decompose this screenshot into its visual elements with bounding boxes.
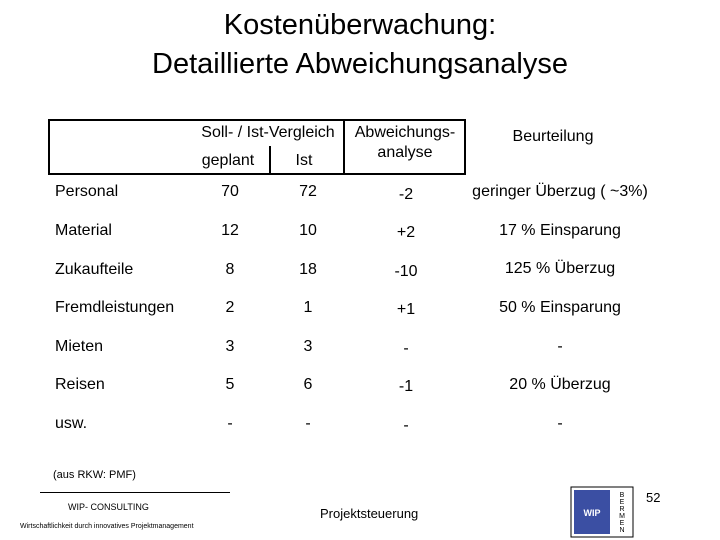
- logo-letter: E: [620, 520, 625, 527]
- wip-bremen-logo: WIP B E R M E N: [570, 486, 634, 538]
- row-geplant: 2: [225, 299, 235, 316]
- header-left-rule: [48, 119, 50, 175]
- footer-title: Projektsteuerung: [320, 506, 419, 521]
- row-ist: -: [305, 415, 311, 432]
- header-beurteilung: Beurteilung: [512, 128, 594, 145]
- header-abweichung-line-2: analyse: [377, 144, 433, 161]
- logo-letter: E: [620, 499, 625, 506]
- row-beurteilung: 20 % Überzug: [509, 376, 611, 393]
- row-ist: 18: [299, 261, 317, 278]
- row-abweichung: +1: [396, 301, 416, 318]
- page-title: Kostenüberwachung: Detaillierte Abweichu…: [0, 6, 720, 84]
- row-ist: 3: [303, 338, 313, 355]
- logo-box: [574, 490, 610, 534]
- footer-tagline: Wirtschaftlichkeit durch innovatives Pro…: [20, 523, 194, 530]
- row-abweichung: -10: [394, 263, 418, 280]
- logo-letter: B: [620, 492, 625, 499]
- row-ist: 6: [303, 376, 313, 393]
- logo-letter: N: [619, 527, 624, 534]
- row-geplant: 12: [221, 222, 239, 239]
- row-geplant: 70: [221, 183, 239, 200]
- row-geplant: 3: [225, 338, 235, 355]
- logo-letter: M: [619, 513, 625, 520]
- row-beurteilung: -: [557, 415, 563, 432]
- row-abweichung: -: [403, 340, 409, 357]
- row-label: Fremdleistungen: [55, 299, 175, 316]
- header-top-rule: [48, 119, 466, 121]
- row-abweichung: +2: [396, 224, 416, 241]
- row-abweichung: -1: [398, 378, 414, 395]
- row-beurteilung: 17 % Einsparung: [499, 222, 621, 239]
- row-label: Material: [55, 222, 112, 239]
- header-bottom-rule: [48, 173, 466, 175]
- header-mid-rule: [343, 119, 345, 175]
- row-label: usw.: [55, 415, 88, 432]
- source-note: (aus RKW: PMF): [53, 469, 136, 481]
- row-abweichung: -2: [398, 186, 414, 203]
- title-line-1: Kostenüberwachung:: [223, 9, 497, 41]
- row-abweichung: -: [403, 417, 409, 434]
- header-ist: Ist: [295, 152, 313, 169]
- row-ist: 10: [299, 222, 317, 239]
- row-geplant: 5: [225, 376, 235, 393]
- header-abweichung-line-1: Abweichungs-: [354, 124, 456, 141]
- header-soll-ist: Soll- / Ist-Vergleich: [201, 124, 335, 141]
- row-label: Mieten: [55, 338, 104, 355]
- row-label: Reisen: [55, 376, 105, 393]
- title-line-2: Detaillierte Abweichungsanalyse: [152, 48, 568, 80]
- row-beurteilung: geringer Überzug ( ~3%): [472, 183, 648, 200]
- row-label: Zukaufteile: [55, 261, 134, 278]
- footer-company: WIP- CONSULTING: [68, 502, 149, 512]
- header-sub-rule: [269, 146, 271, 175]
- header-right-rule: [464, 119, 466, 175]
- row-ist: 72: [299, 183, 317, 200]
- header-geplant: geplant: [201, 152, 255, 169]
- row-beurteilung: 50 % Einsparung: [499, 299, 621, 316]
- row-geplant: 8: [225, 261, 235, 278]
- footer-divider: [40, 492, 230, 493]
- logo-letter: R: [619, 506, 624, 513]
- row-label: Personal: [55, 183, 119, 200]
- page-number: 52: [646, 490, 661, 505]
- row-beurteilung: -: [557, 338, 563, 355]
- row-ist: 1: [303, 299, 313, 316]
- row-geplant: -: [227, 415, 233, 432]
- logo-box-text: WIP: [584, 508, 601, 518]
- logo-frame: [570, 486, 634, 538]
- row-beurteilung: 125 % Überzug: [504, 260, 616, 277]
